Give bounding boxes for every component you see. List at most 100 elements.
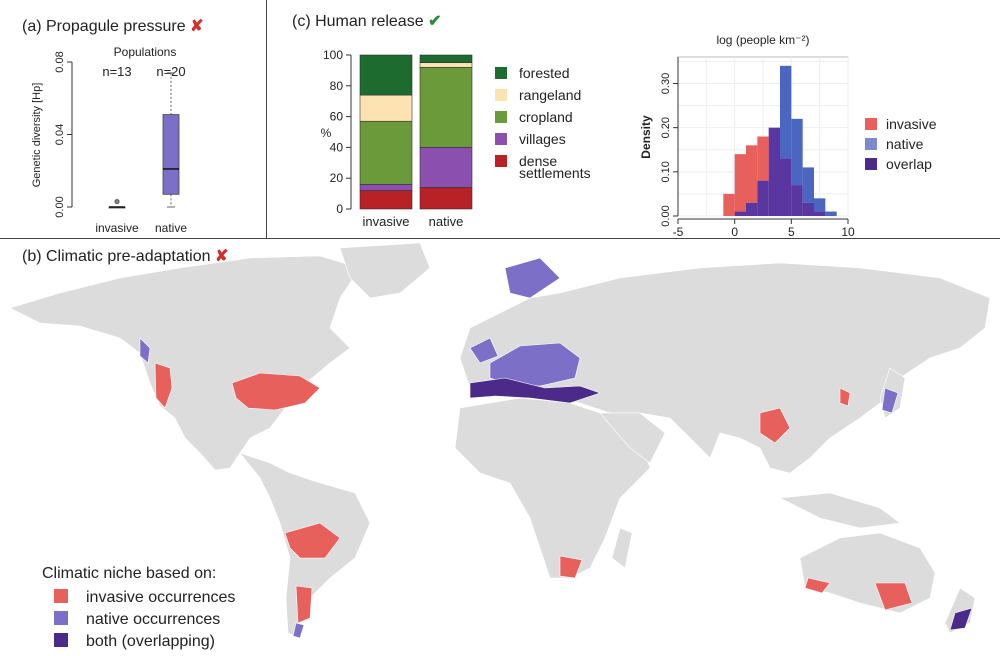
stacked-bar-segment: [359, 54, 413, 96]
histogram-bar-overlap: [791, 185, 803, 216]
stacked-bar-segment: [359, 190, 413, 210]
histogram-legend-swatch: [865, 138, 877, 150]
legend-swatch: [495, 155, 507, 167]
panel-a-title-text: (a) Propagule pressure: [22, 18, 186, 35]
histogram-title: log (people km⁻²): [716, 33, 809, 47]
map-legend: Climatic niche based on: invasive occurre…: [42, 565, 235, 650]
overlap-region-new-zealand: [949, 607, 973, 631]
invasive-region-china: [759, 407, 791, 444]
histogram-bar-invasive: [734, 154, 746, 212]
histogram-bar-invasive: [757, 136, 769, 181]
vertical-divider: [266, 0, 267, 238]
histogram-bar-overlap: [802, 202, 814, 216]
hist-x-tick-label: 5: [788, 225, 795, 238]
boxplot-title: Populations: [114, 45, 177, 59]
bar-y-tick-label: 100: [323, 48, 343, 62]
stacked-bar-segment: [419, 187, 473, 210]
invasive-region-argentina: [284, 522, 341, 559]
group-label: invasive: [95, 221, 139, 235]
legend-swatch: [495, 67, 507, 79]
legend-label: villages: [519, 131, 566, 147]
stacked-bar-segment: [419, 62, 473, 68]
map-legend-label: native occurrences: [86, 611, 220, 628]
map-legend-label: invasive occurrences: [86, 589, 235, 606]
histogram-bar-overlap: [768, 127, 780, 216]
panel-c-title: (c) Human release ✔: [292, 11, 441, 31]
map-legend-swatch: [54, 633, 68, 647]
bar-y-tick-label: 80: [330, 79, 344, 93]
y-axis-label: Genetic diversity [Hp]: [31, 83, 43, 188]
hist-x-tick-label: 0: [731, 225, 738, 238]
histogram-bar-native: [791, 118, 803, 186]
world-map: Climatic niche based on: invasive occurre…: [9, 242, 991, 650]
legend-swatch: [495, 89, 507, 101]
map-legend-title: Climatic niche based on:: [42, 565, 216, 582]
legend-label: settlements: [519, 165, 591, 181]
invasive-region-usa: [231, 372, 321, 411]
histogram-legend-swatch: [865, 118, 877, 130]
panel-b-title: (b) Climatic pre-adaptation ✘: [22, 246, 228, 266]
north-america: [9, 255, 361, 471]
stacked-bar-segment: [419, 67, 473, 148]
invasive-region-california: [154, 362, 173, 409]
stacked-bar-segment: [359, 184, 413, 191]
native-region-pacific-nw: [139, 337, 151, 364]
hist-y-tick-label: 0.20: [660, 117, 672, 138]
histogram-bar-overlap: [780, 158, 792, 216]
check-icon: ✔: [428, 13, 442, 30]
histogram-y-label: Density: [639, 115, 653, 159]
bar-category-label: native: [429, 214, 464, 229]
native-region-scandinavia: [504, 257, 561, 299]
histogram-bar-overlap: [757, 180, 769, 216]
hist-x-tick-label: -5: [673, 225, 684, 238]
bar-y-tick-label: 40: [330, 140, 344, 154]
legend-label: rangeland: [519, 87, 581, 103]
histogram-legend-label: invasive: [886, 116, 937, 132]
hist-y-tick-label: 0.30: [660, 73, 672, 94]
y-tick-label: 0.00: [54, 196, 66, 217]
histogram-bar-invasive: [746, 145, 758, 203]
histogram-bar-overlap: [734, 211, 746, 216]
invasive-region-sw-australia: [804, 577, 831, 594]
australia: [799, 532, 936, 614]
histogram-legend-swatch: [865, 158, 877, 170]
histogram-legend-label: native: [886, 136, 924, 152]
map-legend-label: both (overlapping): [86, 633, 215, 650]
histogram-bar-overlap: [746, 202, 758, 216]
bar-category-label: invasive: [363, 214, 410, 229]
arabia: [599, 412, 666, 464]
overlap-region-mediterranean: [469, 377, 601, 404]
cross-icon: ✘: [214, 248, 229, 265]
bar-y-tick-label: 0: [336, 202, 343, 216]
greenland: [339, 242, 431, 299]
histogram-bar-invasive: [723, 193, 735, 216]
madagascar: [611, 527, 633, 569]
stacked-bar-segment: [359, 120, 413, 185]
group-n-label: n=13: [102, 64, 131, 79]
y-tick-label: 0.08: [54, 51, 66, 72]
stacked-bar-segment: [359, 94, 413, 122]
niche-regions: [139, 257, 973, 639]
africa: [454, 397, 651, 579]
horizontal-divider: [0, 238, 1000, 239]
stacked-bar-segment: [419, 54, 473, 63]
histogram-bar-native: [780, 65, 792, 159]
cross-icon: ✘: [190, 18, 204, 35]
invasive-region-south-africa: [559, 555, 583, 579]
histogram-legend-label: overlap: [886, 156, 932, 172]
histogram-bar-native: [825, 211, 837, 216]
panel-b-title-text: (b) Climatic pre-adaptation: [22, 248, 211, 265]
legend-swatch: [495, 133, 507, 145]
invasive-region-chile: [295, 585, 313, 624]
native-region-uk: [469, 337, 499, 364]
y-tick-label: 0.04: [54, 124, 66, 145]
boxplot-chart: Populations 0.00 0.04 0.08 Genetic diversity…: [31, 45, 187, 235]
legend-label: dense: [519, 153, 557, 169]
hist-x-tick-label: 10: [841, 225, 855, 238]
bar-y-axis-label: %: [321, 126, 332, 140]
invasive-region-korea: [839, 387, 851, 407]
box: [162, 114, 180, 195]
bar-y-tick-label: 20: [330, 171, 344, 185]
group-n-label: n=20: [156, 64, 185, 79]
